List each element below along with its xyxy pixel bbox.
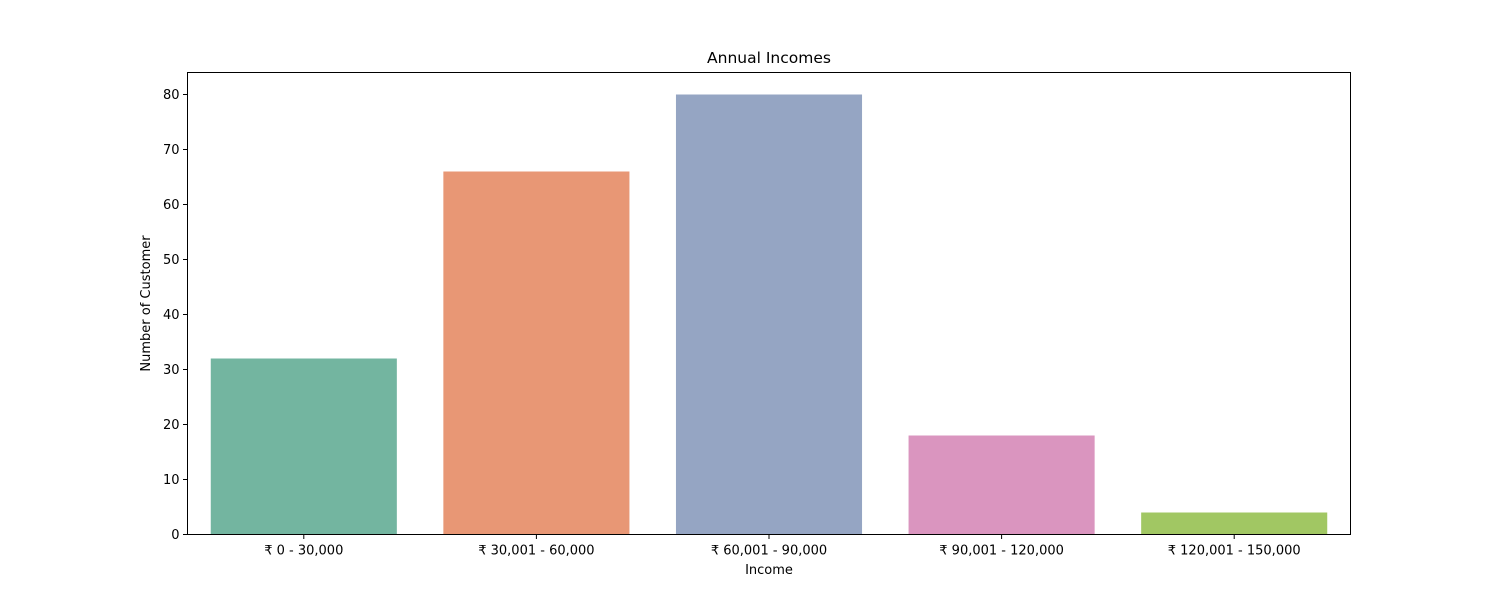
y-tick-label: 10 (163, 473, 180, 488)
bar-1 (443, 171, 630, 535)
y-axis-ticks: 0 10 20 30 40 50 60 70 80 (163, 88, 188, 543)
y-tick-label: 70 (163, 143, 180, 158)
bar-4 (1141, 512, 1328, 535)
y-tick-label: 20 (163, 418, 180, 433)
y-tick-label: 40 (163, 308, 180, 323)
x-tick-label: ₹ 120,001 - 150,000 (1168, 544, 1301, 559)
y-axis-label: Number of Customer (139, 235, 154, 372)
bars-group (210, 94, 1328, 535)
bar-3 (908, 435, 1095, 535)
x-tick-label: ₹ 0 - 30,000 (264, 544, 343, 559)
y-tick-label: 50 (163, 253, 180, 268)
chart-title: Annual Incomes (707, 49, 831, 67)
y-tick-label: 80 (163, 88, 180, 103)
x-tick-label: ₹ 90,001 - 120,000 (939, 544, 1064, 559)
bar-2 (675, 94, 863, 535)
plot-frame (187, 72, 1351, 535)
x-tick-label: ₹ 30,001 - 60,000 (478, 544, 594, 559)
x-tick-label: ₹ 60,001 - 90,000 (711, 544, 827, 559)
y-tick-label: 0 (171, 528, 179, 543)
y-tick-label: 60 (163, 198, 180, 213)
bar-0 (210, 358, 397, 535)
x-axis-label: Income (745, 563, 793, 578)
y-tick-label: 30 (163, 363, 180, 378)
x-axis-ticks: ₹ 0 - 30,000 ₹ 30,001 - 60,000 ₹ 60,001 - … (264, 534, 1301, 559)
